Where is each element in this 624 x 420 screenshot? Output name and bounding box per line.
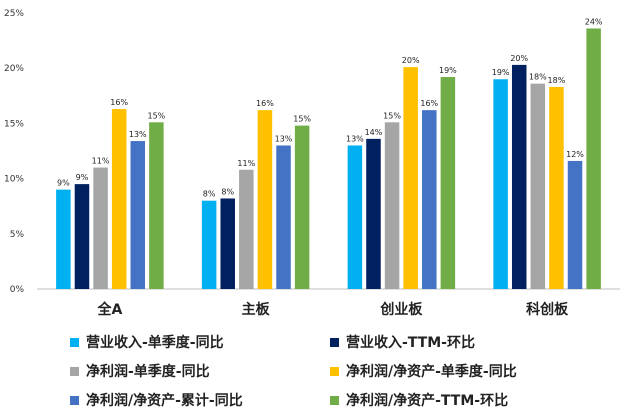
data-label: 8% <box>221 187 234 196</box>
legend-swatch <box>330 367 339 376</box>
bar <box>530 83 546 289</box>
bar <box>220 198 235 289</box>
data-label: 11% <box>92 157 110 166</box>
data-label: 24% <box>585 17 603 26</box>
bar <box>239 169 254 289</box>
data-label: 9% <box>76 173 89 182</box>
bar <box>93 167 108 289</box>
bar <box>74 184 90 289</box>
x-category-label: 主板 <box>242 301 271 318</box>
legend-label: 净利润/净资产-累计-同比 <box>86 392 243 409</box>
bar <box>149 122 164 290</box>
legend-swatch <box>330 338 339 347</box>
data-label: 14% <box>365 128 383 137</box>
x-category-label: 全A <box>96 301 122 318</box>
x-category-label: 科创板 <box>526 301 569 318</box>
legend-label: 净利润-单季度-同比 <box>86 363 210 380</box>
bar <box>294 125 310 289</box>
bar <box>111 109 127 289</box>
legend-label: 净利润/净资产-单季度-同比 <box>346 363 517 380</box>
y-tick-label: 5% <box>10 230 25 240</box>
legend-swatch <box>70 338 79 347</box>
data-label: 19% <box>492 68 510 77</box>
data-label: 20% <box>510 54 528 63</box>
bar <box>403 67 418 289</box>
data-label: 15% <box>383 111 401 120</box>
legend-swatch <box>70 396 79 405</box>
y-tick-label: 10% <box>4 175 24 185</box>
legend-swatch <box>330 396 339 405</box>
bar <box>347 145 363 289</box>
bar <box>567 160 583 289</box>
data-label: 16% <box>256 99 274 108</box>
bar <box>586 28 601 290</box>
bar <box>384 122 400 290</box>
data-label: 9% <box>57 179 70 188</box>
y-tick-label: 15% <box>4 119 24 129</box>
bar <box>493 79 508 290</box>
data-label: 13% <box>275 134 293 143</box>
bar <box>201 200 217 289</box>
legend-swatch <box>70 367 79 376</box>
y-axis: 0% 5% 10% 15% 20% 25% <box>4 9 24 295</box>
bar <box>56 189 71 289</box>
data-label: 18% <box>548 76 566 85</box>
data-label: 12% <box>566 150 584 159</box>
bar <box>549 86 564 289</box>
bar <box>440 77 456 289</box>
bar <box>130 141 146 289</box>
data-label: 8% <box>203 190 216 199</box>
data-label: 15% <box>293 115 311 124</box>
bar <box>257 110 273 289</box>
bars: 9% 8% 13% 19% 9% 8% 14% 20% 11% 11% 15% 18% 16% 16% 20… <box>56 17 603 290</box>
legend-label: 营业收入-单季度-同比 <box>86 334 224 351</box>
legend-label: 净利润/净资产-TTM-环比 <box>346 392 508 409</box>
data-label: 16% <box>420 99 438 108</box>
data-label: 20% <box>402 56 420 65</box>
data-label: 18% <box>529 73 547 82</box>
bar <box>276 145 291 289</box>
data-label: 15% <box>147 111 165 120</box>
bar <box>511 64 527 289</box>
x-axis: 全A 主板 创业板 科创板 <box>96 301 569 318</box>
y-tick-label: 20% <box>4 64 24 74</box>
y-tick-label: 25% <box>4 9 24 19</box>
y-tick-label: 0% <box>10 285 25 295</box>
bar <box>366 138 381 289</box>
data-label: 19% <box>439 66 457 75</box>
legend-label: 营业收入-TTM-环比 <box>346 334 475 351</box>
data-label: 11% <box>237 159 255 168</box>
data-label: 13% <box>129 130 147 139</box>
bar <box>422 110 437 289</box>
data-label: 16% <box>110 98 128 107</box>
x-category-label: 创业板 <box>379 301 423 318</box>
data-label: 13% <box>346 134 364 143</box>
